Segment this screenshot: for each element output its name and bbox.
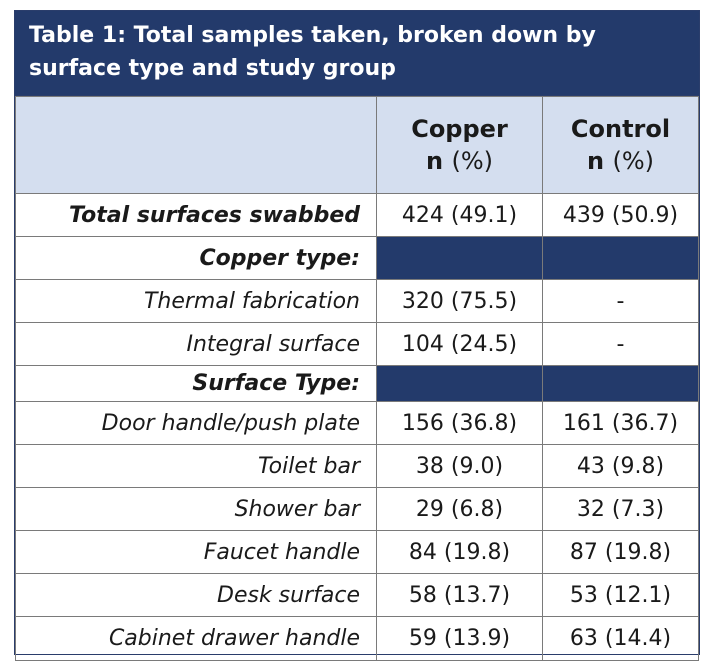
- cell-toilet-control: 43 (9.8): [542, 444, 699, 488]
- cell-cabinet-control: 63 (14.4): [542, 616, 699, 661]
- column-header-row: Copper n (%) Control n (%): [15, 96, 699, 194]
- cell-faucet-control: 87 (19.8): [542, 530, 699, 574]
- table-row: Shower bar 29 (6.8) 32 (7.3): [15, 487, 699, 531]
- column-header-copper-pct: (%): [451, 147, 493, 175]
- table-row: Total surfaces swabbed 424 (49.1) 439 (5…: [15, 193, 699, 237]
- cell-door-control: 161 (36.7): [542, 401, 699, 445]
- row-label-thermal: Thermal fabrication: [15, 279, 377, 323]
- cell-shower-copper: 29 (6.8): [376, 487, 543, 531]
- row-label-desk: Desk surface: [15, 573, 377, 617]
- section-label-copper-type: Copper type:: [15, 236, 377, 280]
- row-label-integral: Integral surface: [15, 322, 377, 366]
- row-label-faucet: Faucet handle: [15, 530, 377, 574]
- section-fill-cell: [542, 236, 699, 280]
- section-label-surface-type: Surface Type:: [15, 365, 377, 402]
- cell-total-copper: 424 (49.1): [376, 193, 543, 237]
- section-fill-cell: [376, 236, 543, 280]
- table-row: Thermal fabrication 320 (75.5) -: [15, 279, 699, 323]
- column-header-control: Control n (%): [542, 96, 699, 194]
- column-header-control-sub: n (%): [543, 145, 698, 177]
- column-header-copper: Copper n (%): [376, 96, 543, 194]
- column-header-copper-sub: n (%): [377, 145, 542, 177]
- row-label-shower: Shower bar: [15, 487, 377, 531]
- row-label-door: Door handle/push plate: [15, 401, 377, 445]
- row-label-toilet: Toilet bar: [15, 444, 377, 488]
- table-card: Table 1: Total samples taken, broken dow…: [14, 10, 700, 661]
- table-row: Door handle/push plate 156 (36.8) 161 (3…: [15, 401, 699, 445]
- table-row: Faucet handle 84 (19.8) 87 (19.8): [15, 530, 699, 574]
- cell-desk-copper: 58 (13.7): [376, 573, 543, 617]
- column-header-control-n: n: [587, 147, 605, 175]
- cell-thermal-control: -: [542, 279, 699, 323]
- cell-desk-control: 53 (12.1): [542, 573, 699, 617]
- cell-shower-control: 32 (7.3): [542, 487, 699, 531]
- cell-integral-copper: 104 (24.5): [376, 322, 543, 366]
- section-header-row: Copper type:: [15, 236, 699, 280]
- samples-table: Copper n (%) Control n (%) Total surface…: [15, 96, 699, 661]
- cell-integral-control: -: [542, 322, 699, 366]
- cell-toilet-copper: 38 (9.0): [376, 444, 543, 488]
- table-row: Integral surface 104 (24.5) -: [15, 322, 699, 366]
- table-row: Toilet bar 38 (9.0) 43 (9.8): [15, 444, 699, 488]
- cell-total-control: 439 (50.9): [542, 193, 699, 237]
- cell-cabinet-copper: 59 (13.9): [376, 616, 543, 661]
- table-row: Cabinet drawer handle 59 (13.9) 63 (14.4…: [15, 616, 699, 661]
- column-header-control-pct: (%): [612, 147, 654, 175]
- row-label-cabinet: Cabinet drawer handle: [15, 616, 377, 661]
- column-header-control-name: Control: [570, 115, 671, 143]
- section-fill-cell: [376, 365, 543, 402]
- table-title: Table 1: Total samples taken, broken dow…: [15, 11, 699, 96]
- row-label-total: Total surfaces swabbed: [15, 193, 377, 237]
- cell-door-copper: 156 (36.8): [376, 401, 543, 445]
- table-row: Desk surface 58 (13.7) 53 (12.1): [15, 573, 699, 617]
- section-fill-cell: [542, 365, 699, 402]
- column-header-copper-n: n: [426, 147, 444, 175]
- header-blank-cell: [15, 96, 377, 194]
- column-header-copper-name: Copper: [411, 115, 508, 143]
- section-header-row: Surface Type:: [15, 365, 699, 402]
- cell-faucet-copper: 84 (19.8): [376, 530, 543, 574]
- cell-thermal-copper: 320 (75.5): [376, 279, 543, 323]
